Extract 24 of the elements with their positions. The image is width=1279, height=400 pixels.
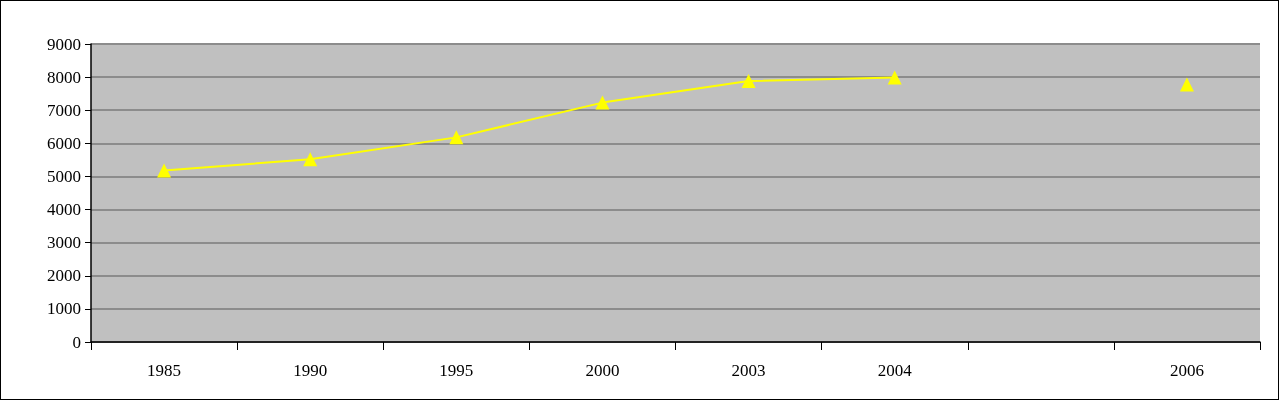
x-tick-label: 2003 bbox=[731, 361, 766, 380]
point bbox=[449, 130, 464, 145]
x-tick-label: 2000 bbox=[585, 361, 620, 380]
x-tick-label: 2006 bbox=[1169, 361, 1204, 380]
y-tick-label: 1000 bbox=[47, 299, 81, 319]
x-tick-label: 1995 bbox=[439, 361, 474, 380]
y-tick-label: 3000 bbox=[47, 233, 81, 253]
y-tick-label: 2000 bbox=[47, 266, 81, 286]
point bbox=[303, 152, 318, 167]
point bbox=[887, 70, 902, 85]
y-tick-label: 9000 bbox=[47, 34, 81, 54]
x-tick-label: 2004 bbox=[877, 361, 913, 380]
x-tick-label: 1990 bbox=[293, 361, 328, 380]
point bbox=[157, 163, 172, 178]
y-tick-label: 7000 bbox=[47, 100, 81, 120]
x-tick-label: 1985 bbox=[147, 361, 182, 380]
y-tick-label: 6000 bbox=[47, 133, 81, 153]
y-tick-label: 5000 bbox=[47, 166, 81, 186]
point bbox=[741, 74, 756, 89]
y-tick-label: 0 bbox=[72, 332, 81, 352]
point bbox=[1179, 77, 1194, 92]
y-tick-label: 8000 bbox=[47, 67, 81, 87]
point bbox=[595, 95, 610, 110]
y-tick-label: 4000 bbox=[47, 200, 81, 220]
